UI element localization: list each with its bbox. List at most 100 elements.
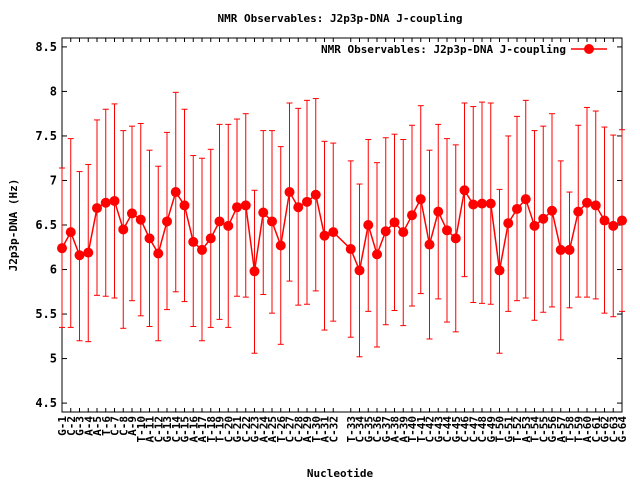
x-axis: G-1C-2G-3A-4A-5T-6C-7C-8A-9T-10A-11C-12G… bbox=[56, 38, 629, 443]
x-tick-label: T-58 bbox=[564, 416, 577, 443]
x-tick-label: T-6 bbox=[100, 416, 113, 436]
x-tick-label: C-55 bbox=[537, 416, 550, 443]
x-tick-label: G-1 bbox=[56, 416, 69, 436]
data-point bbox=[302, 196, 312, 207]
x-tick-label: C-42 bbox=[424, 416, 437, 443]
data-point bbox=[65, 227, 76, 238]
data-point bbox=[170, 187, 181, 198]
data-point bbox=[284, 187, 295, 198]
data-point bbox=[310, 189, 321, 200]
data-point bbox=[92, 203, 102, 214]
data-point bbox=[608, 220, 619, 231]
data-point bbox=[179, 200, 190, 211]
x-tick-label: C-47 bbox=[467, 416, 480, 443]
data-point bbox=[424, 239, 435, 250]
data-point bbox=[617, 215, 627, 226]
x-tick-label: T-59 bbox=[572, 416, 585, 443]
x-tick-label: T-30 bbox=[310, 416, 323, 443]
data-point bbox=[415, 194, 426, 205]
y-axis-label: J2p3p-DNA (Hz) bbox=[7, 179, 20, 272]
data-point bbox=[74, 250, 85, 261]
data-point bbox=[564, 244, 575, 255]
x-tick-label: C-36 bbox=[371, 416, 384, 443]
x-tick-label: T-54 bbox=[529, 416, 542, 443]
x-tick-label: A-39 bbox=[397, 416, 410, 443]
x-tick-label: C-7 bbox=[109, 416, 122, 436]
x-tick-label: T-50 bbox=[494, 416, 507, 443]
x-tick-label: C-61 bbox=[590, 416, 603, 443]
data-point bbox=[512, 203, 522, 214]
x-tick-label: A-38 bbox=[389, 416, 402, 443]
error-bars bbox=[59, 91, 625, 358]
data-point bbox=[407, 210, 417, 221]
x-tick-label: C-34 bbox=[354, 416, 367, 443]
x-tick-label: T-41 bbox=[415, 416, 428, 443]
y-tick-label: 8 bbox=[50, 84, 57, 98]
data-point bbox=[232, 202, 242, 213]
x-tick-label: T-26 bbox=[275, 416, 288, 443]
data-point bbox=[354, 265, 365, 276]
x-tick-label: G-56 bbox=[546, 416, 559, 443]
data-point bbox=[135, 214, 146, 225]
x-tick-label: T-19 bbox=[214, 416, 227, 443]
x-tick-label: C-22 bbox=[240, 416, 253, 443]
x-tick-label: C-8 bbox=[117, 416, 130, 436]
x-tick-label: A-11 bbox=[144, 416, 157, 443]
x-tick-label: G-64 bbox=[616, 416, 629, 443]
x-tick-label: A-57 bbox=[555, 416, 568, 443]
data-point bbox=[197, 244, 207, 255]
data-points bbox=[57, 185, 627, 277]
y-tick-label: 7.5 bbox=[35, 129, 57, 143]
x-tick-label: C-20 bbox=[222, 416, 235, 443]
x-tick-label: C-2 bbox=[65, 416, 78, 436]
x-tick-label: T-10 bbox=[135, 416, 148, 443]
data-point bbox=[459, 185, 470, 196]
data-point bbox=[380, 226, 391, 237]
x-tick-label: C-46 bbox=[459, 416, 472, 443]
legend-label: NMR Observables: J2p3p-DNA J-coupling bbox=[321, 43, 566, 56]
data-point bbox=[573, 206, 584, 217]
data-point bbox=[109, 195, 120, 206]
x-tick-label: A-24 bbox=[257, 416, 270, 443]
data-point bbox=[529, 220, 540, 231]
data-point bbox=[118, 224, 129, 235]
x-tick-label: G-49 bbox=[485, 416, 498, 443]
x-tick-label: T-18 bbox=[205, 416, 218, 443]
data-point bbox=[223, 220, 234, 231]
x-tick-label: G-23 bbox=[249, 416, 262, 443]
x-tick-label: C-14 bbox=[170, 416, 183, 443]
x-tick-label: G-51 bbox=[502, 416, 515, 443]
x-tick-label: C-12 bbox=[152, 416, 165, 443]
data-point bbox=[319, 230, 330, 241]
chart-title: NMR Observables: J2p3p-DNA J-coupling bbox=[217, 12, 462, 25]
data-point bbox=[485, 198, 496, 209]
data-point bbox=[328, 227, 339, 238]
data-point bbox=[267, 216, 277, 227]
y-tick-label: 8.5 bbox=[35, 40, 57, 54]
data-point bbox=[345, 244, 356, 255]
x-tick-label: C-63 bbox=[607, 416, 620, 443]
y-tick-label: 6.5 bbox=[35, 218, 57, 232]
x-tick-label: C-32 bbox=[327, 416, 340, 443]
data-point bbox=[477, 198, 487, 209]
x-tick-label: G-3 bbox=[74, 416, 87, 436]
data-point bbox=[100, 197, 111, 208]
x-tick-label: A-25 bbox=[266, 416, 279, 443]
legend: NMR Observables: J2p3p-DNA J-coupling bbox=[321, 43, 607, 56]
x-tick-label: G-45 bbox=[450, 416, 463, 443]
data-point bbox=[450, 233, 461, 244]
x-tick-label: G-21 bbox=[231, 416, 244, 443]
x-tick-label: A-29 bbox=[301, 416, 314, 443]
y-tick-label: 5.5 bbox=[35, 307, 57, 321]
x-tick-label: C-48 bbox=[476, 416, 489, 443]
data-point bbox=[144, 233, 155, 244]
data-point bbox=[442, 225, 452, 236]
data-point bbox=[503, 218, 514, 229]
x-tick-label: A-60 bbox=[581, 416, 594, 443]
data-point bbox=[57, 243, 67, 254]
x-tick-label: G-35 bbox=[362, 416, 375, 443]
data-point bbox=[599, 215, 610, 226]
data-point bbox=[398, 227, 409, 238]
x-tick-label: T-52 bbox=[511, 416, 524, 443]
y-tick-label: 4.5 bbox=[35, 396, 57, 410]
